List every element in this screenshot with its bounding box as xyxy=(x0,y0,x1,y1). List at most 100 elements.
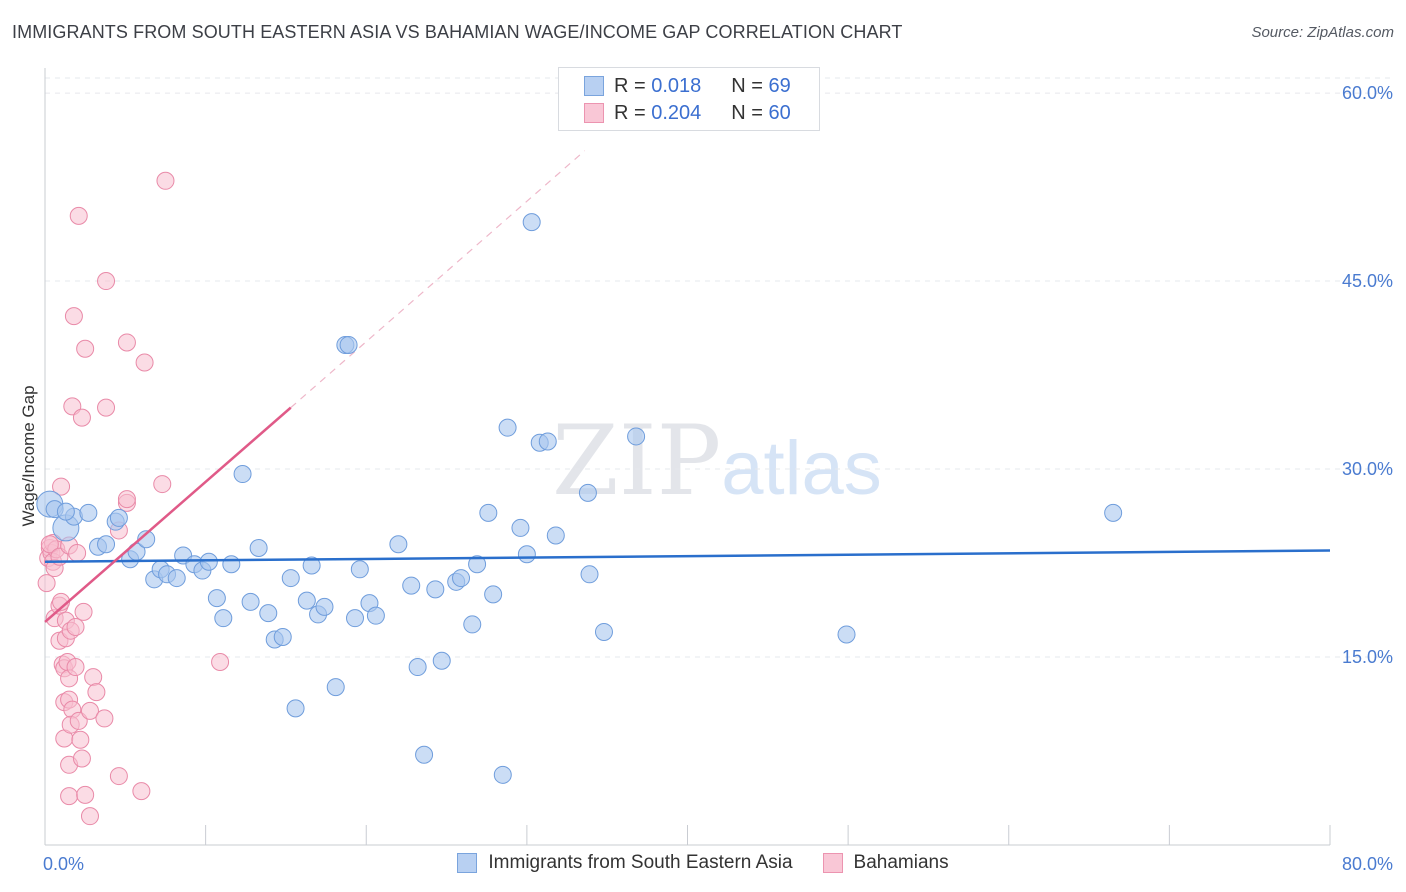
legend-r-value: 0.018 xyxy=(651,74,702,97)
data-point-sea xyxy=(339,335,358,354)
data-point-sea xyxy=(199,552,218,571)
data-point-sea xyxy=(426,580,445,599)
data-point-sea xyxy=(522,213,541,232)
data-point-sea xyxy=(249,538,268,557)
data-point-sea xyxy=(415,745,434,764)
data-point-bahamians xyxy=(64,307,83,326)
data-point-bahamians xyxy=(76,785,95,804)
data-point-bahamians xyxy=(80,701,99,720)
data-point-sea xyxy=(214,609,233,628)
data-point-bahamians xyxy=(68,543,87,562)
data-point-sea xyxy=(97,535,116,554)
trend-line-sea xyxy=(44,549,1331,564)
data-point-sea xyxy=(408,658,427,677)
legend-n-label: N = xyxy=(731,101,763,124)
data-point-sea xyxy=(137,530,156,549)
x-axis-ticks xyxy=(205,825,1331,845)
data-point-sea xyxy=(389,535,408,554)
trend-lines xyxy=(44,406,1331,623)
y-tick-label: 15.0% xyxy=(1342,647,1393,667)
data-point-sea xyxy=(517,545,536,564)
legend-swatch-blue xyxy=(584,76,604,96)
legend-row-bahamians: R = 0.204 N = 60 xyxy=(584,100,791,126)
data-point-bahamians xyxy=(117,333,136,352)
axes xyxy=(44,68,1330,846)
bahamians-points xyxy=(37,171,230,826)
legend-row-sea: R = 0.018 N = 69 xyxy=(584,73,791,99)
series-swatch-pink xyxy=(822,853,843,873)
data-point-sea xyxy=(56,502,75,521)
data-point-bahamians xyxy=(60,787,79,806)
data-point-bahamians xyxy=(69,206,88,225)
data-point-sea xyxy=(538,432,557,451)
watermark-atlas: atlas xyxy=(721,426,882,511)
data-point-bahamians xyxy=(109,767,128,786)
data-point-sea xyxy=(315,597,334,616)
y-axis-tick-labels: 15.0% 30.0% 45.0% 60.0% xyxy=(1342,83,1393,667)
series-swatch-blue xyxy=(457,853,478,873)
data-point-sea xyxy=(346,609,365,628)
data-point-sea xyxy=(546,526,565,545)
legend-r-label: R = xyxy=(614,74,646,97)
legend-n-value: 69 xyxy=(768,74,791,97)
data-point-bahamians xyxy=(156,171,175,190)
data-point-sea xyxy=(837,625,856,644)
x-tick-label-min: 0.0% xyxy=(43,854,84,874)
data-point-sea xyxy=(511,518,530,537)
data-point-bahamians xyxy=(87,683,106,702)
data-point-bahamians xyxy=(69,711,88,730)
data-point-sea xyxy=(1104,503,1123,522)
data-point-sea xyxy=(350,560,369,579)
data-point-sea xyxy=(222,555,241,574)
source-credit: Source: ZipAtlas.com xyxy=(1251,24,1394,41)
data-point-bahamians xyxy=(135,353,154,372)
y-tick-label: 60.0% xyxy=(1342,83,1393,103)
data-point-bahamians xyxy=(66,658,85,677)
data-point-sea xyxy=(286,699,305,718)
series-legend-item-sea: Immigrants from South Eastern Asia xyxy=(457,852,793,874)
data-point-bahamians xyxy=(117,490,136,509)
trend-extension xyxy=(290,150,586,409)
data-point-sea xyxy=(498,418,517,437)
data-point-sea xyxy=(479,503,498,522)
correlation-legend: R = 0.018 N = 69 R = 0.204 N = 60 xyxy=(558,67,820,131)
data-point-bahamians xyxy=(52,477,71,496)
data-point-sea xyxy=(297,591,316,610)
data-point-bahamians xyxy=(132,782,151,801)
data-point-sea xyxy=(109,508,128,527)
data-point-bahamians xyxy=(74,602,93,621)
data-point-bahamians xyxy=(97,272,116,291)
data-point-bahamians xyxy=(153,475,172,494)
y-tick-label: 45.0% xyxy=(1342,271,1393,291)
data-point-bahamians xyxy=(80,807,99,826)
series-legend-item-bahamians: Bahamians xyxy=(822,852,949,874)
legend-n-value: 60 xyxy=(768,101,791,124)
data-point-sea xyxy=(302,556,321,575)
legend-r-label: R = xyxy=(614,101,646,124)
series-label-bahamians: Bahamians xyxy=(853,852,949,873)
data-point-sea xyxy=(493,765,512,784)
data-point-bahamians xyxy=(84,668,103,687)
trend-extension-bahamians xyxy=(290,150,586,409)
data-point-sea xyxy=(366,606,385,625)
data-point-sea xyxy=(463,615,482,634)
data-point-sea xyxy=(167,569,186,588)
series-label-sea: Immigrants from South Eastern Asia xyxy=(488,852,793,873)
data-point-sea xyxy=(578,483,597,502)
data-point-bahamians xyxy=(97,398,116,417)
chart-title: IMMIGRANTS FROM SOUTH EASTERN ASIA VS BA… xyxy=(12,22,903,42)
y-tick-label: 30.0% xyxy=(1342,459,1393,479)
data-point-bahamians xyxy=(40,535,59,554)
data-point-bahamians xyxy=(72,749,91,768)
data-point-sea xyxy=(580,565,599,584)
data-point-sea xyxy=(233,465,252,484)
legend-swatch-pink xyxy=(584,103,604,123)
data-point-sea xyxy=(468,555,487,574)
sea-immigrants-points xyxy=(36,213,1123,784)
data-point-bahamians xyxy=(76,339,95,358)
legend-r-value: 0.204 xyxy=(651,101,702,124)
data-point-bahamians xyxy=(95,709,114,728)
data-point-bahamians xyxy=(72,408,91,427)
data-point-sea xyxy=(281,569,300,588)
data-point-sea xyxy=(432,651,451,670)
